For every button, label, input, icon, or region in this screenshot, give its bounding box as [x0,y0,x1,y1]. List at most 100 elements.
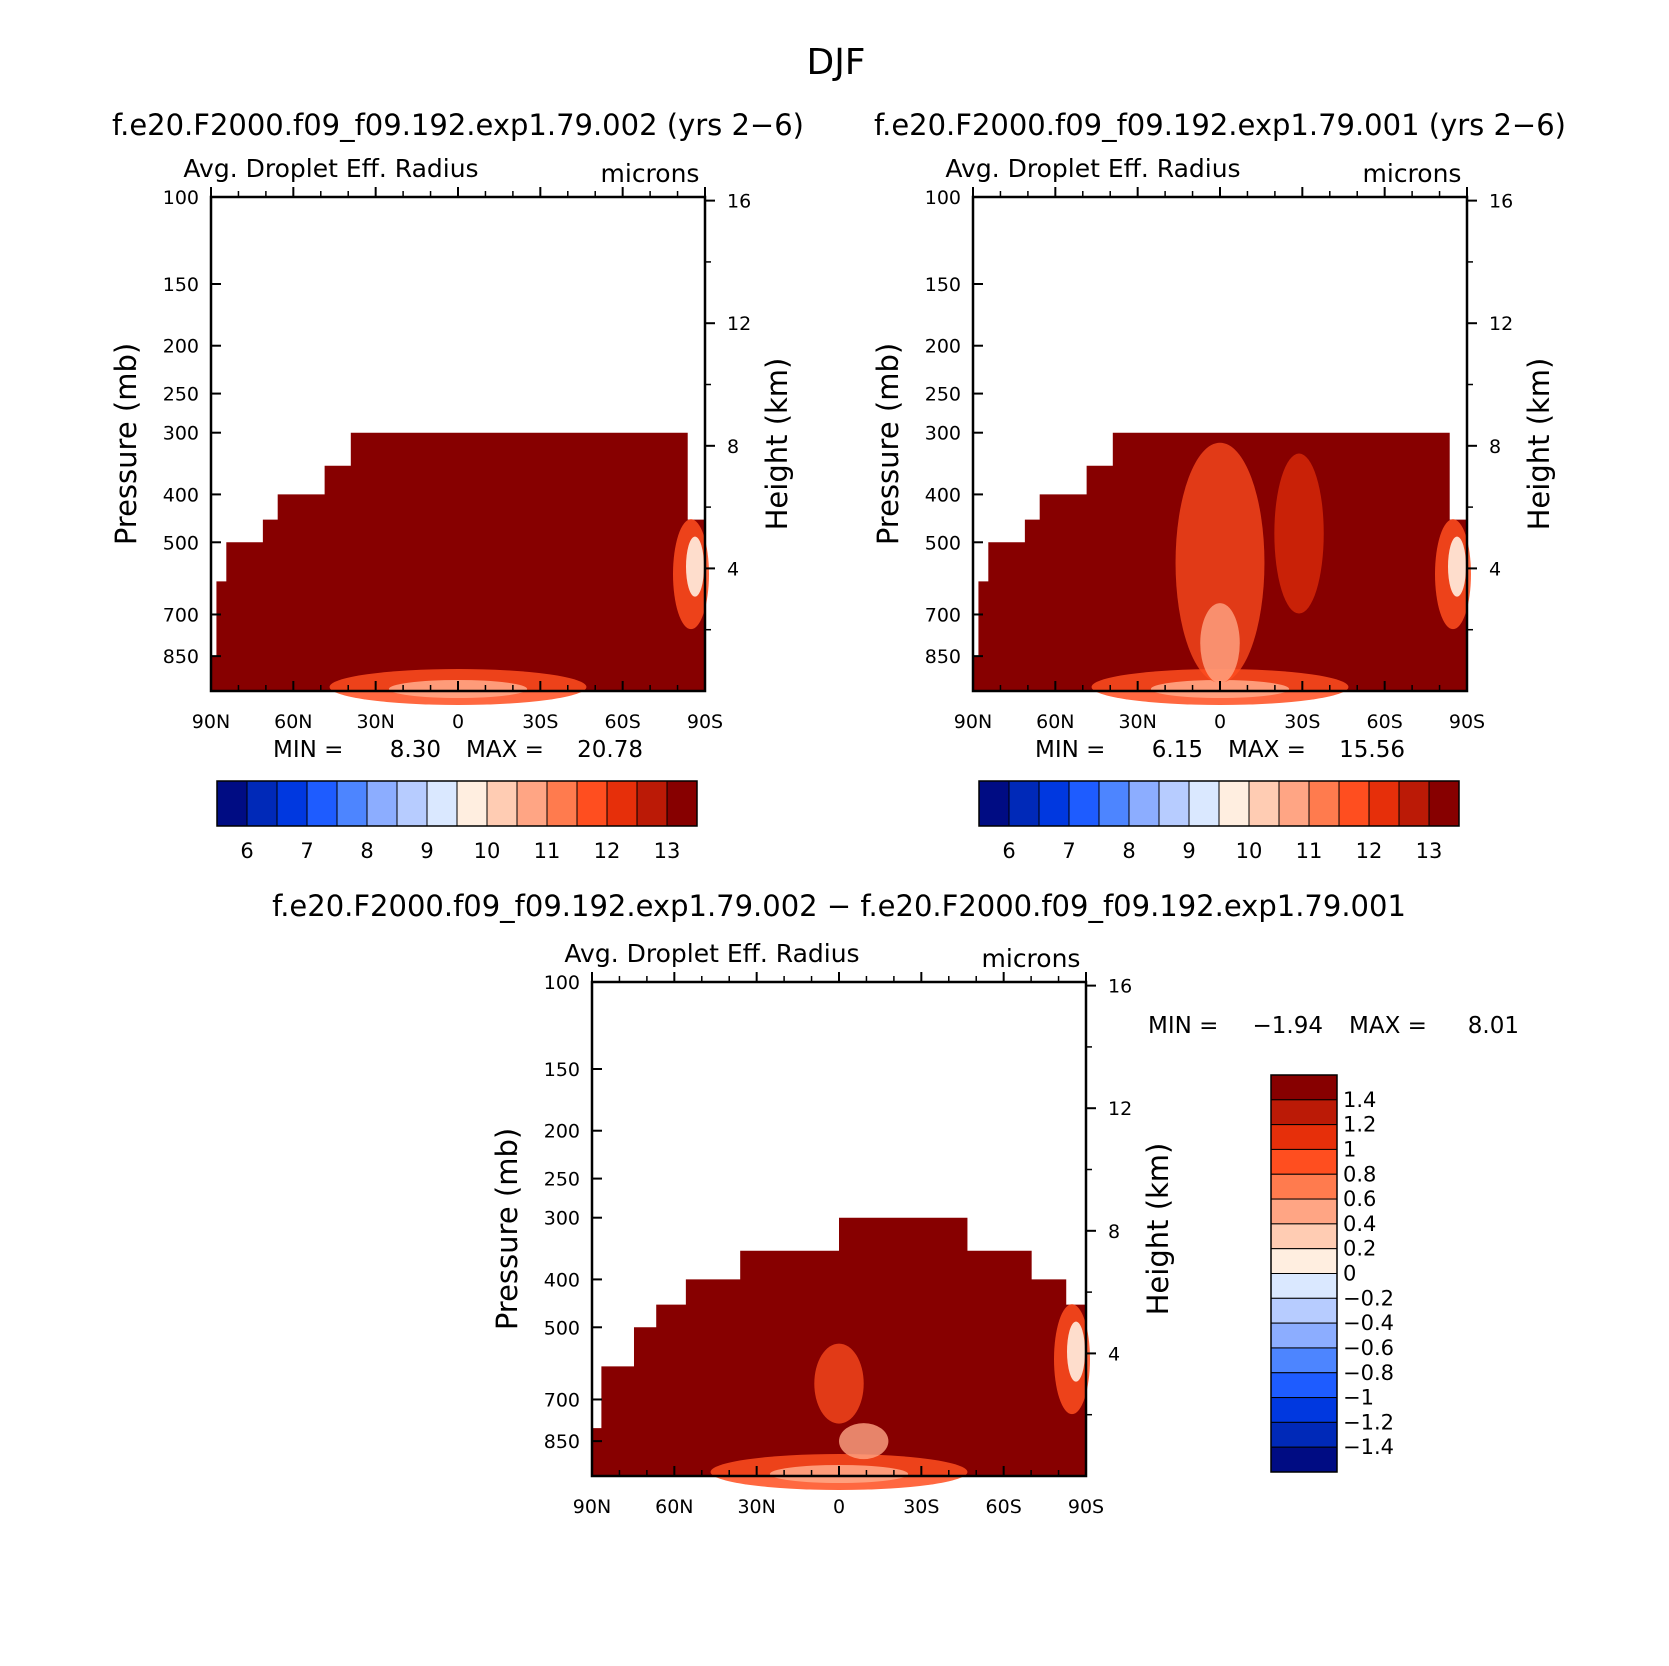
x-tick-label: 60N [1036,711,1074,733]
colorbar-box [1068,780,1100,827]
colorbar-label: 8 [360,839,373,863]
colorbar-box [546,780,578,827]
colorbar-box [1270,1273,1338,1299]
y-tick-label: 150 [925,274,961,296]
colorbar-label: 0.8 [1343,1162,1376,1186]
y-tick-label: 850 [163,646,199,668]
y-tick-label: 400 [544,1269,580,1291]
colorbar-box [1158,780,1190,827]
colorbar-label: 0 [1343,1262,1356,1286]
y-tick-label: 400 [925,484,961,506]
colorbar-label: 12 [594,839,621,863]
colorbar-box [366,780,398,827]
max-value: 20.78 [577,737,643,763]
y-tick-label: 100 [544,972,580,994]
colorbar-box [606,780,638,827]
colorbar-box [1270,1397,1338,1423]
colorbar-box [306,780,338,827]
colorbar-box [1248,780,1280,827]
x-tick-label: 60S [1367,711,1403,733]
colorbar-box [516,780,548,827]
colorbar-label: −1 [1343,1386,1374,1410]
x-tick-label: 60S [986,1496,1022,1518]
y2-axis-title: Height (km) [1522,358,1556,531]
colorbar-label: 9 [1182,839,1195,863]
y-tick-label: 250 [163,384,199,406]
field-fill [211,432,705,691]
y-tick-label: 250 [925,384,961,406]
y-tick-label: 700 [544,1389,580,1411]
colorbar-box [276,780,308,827]
x-tick-label: 90S [1449,711,1485,733]
y2-tick-label: 4 [1489,558,1501,580]
colorbar-frame [1270,1074,1338,1473]
colorbar-box [666,780,698,827]
colorbar-box [1270,1099,1338,1126]
y2-tick-label: 4 [727,558,739,580]
panel-title: f.e20.F2000.f09_f09.192.exp1.79.002 − f.… [272,889,1406,923]
y-tick-label: 500 [163,532,199,554]
y2-tick-label: 8 [1489,436,1501,458]
colorbar-label: 6 [1002,839,1015,863]
y2-tick-label: 16 [1108,976,1132,998]
contour-band [814,1343,864,1424]
units-label: microns [1363,159,1462,188]
y2-tick-label: 8 [727,436,739,458]
y-tick-label: 200 [925,336,961,358]
colorbar-label: 12 [1356,839,1383,863]
colorbar-label: 1 [1343,1137,1356,1161]
x-tick-label: 60S [605,711,641,733]
y2-tick-label: 8 [1108,1221,1120,1243]
colorbar-label: 7 [1062,839,1075,863]
y-tick-label: 300 [544,1208,580,1230]
colorbar-label: 0.2 [1343,1237,1376,1261]
colorbar-box [1038,780,1070,827]
colorbar-box [636,780,668,827]
max-value: 8.01 [1468,1013,1519,1039]
min-value: 8.30 [390,737,441,763]
colorbar-label: 8 [1122,839,1135,863]
min-label: MIN = [1035,737,1105,763]
colorbar-label: 0.6 [1343,1187,1376,1211]
colorbar-box [1098,780,1130,827]
y2-tick-label: 16 [1489,191,1513,213]
colorbar-label: −0.6 [1343,1336,1394,1360]
x-tick-label: 30S [903,1496,939,1518]
colorbar-box [1128,780,1160,827]
colorbar-box [486,780,518,827]
panel-case-001: f.e20.F2000.f09_f09.192.exp1.79.001 (yrs… [871,108,1566,863]
variable-label: Avg. Droplet Eff. Radius [183,154,478,183]
panel-title: f.e20.F2000.f09_f09.192.exp1.79.001 (yrs… [874,108,1566,142]
colorbar-box [426,780,458,827]
colorbar-box [1270,1248,1338,1274]
y2-tick-label: 12 [1489,313,1513,335]
min-label: MIN = [273,737,343,763]
x-tick-label: 30N [1118,711,1156,733]
colorbar-label: 11 [1296,839,1323,863]
colorbar-box [1188,780,1220,827]
colorbar-box [1270,1148,1338,1175]
panel-difference: f.e20.F2000.f09_f09.192.exp1.79.002 − f.… [272,889,1519,1518]
contour-band [686,536,704,597]
colorbar-box [1270,1372,1338,1399]
colorbar-frame [978,780,1460,827]
contour-band [1067,1321,1085,1382]
colorbar-label: −0.4 [1343,1311,1394,1335]
colorbar-label: 13 [654,839,681,863]
variable-label: Avg. Droplet Eff. Radius [945,154,1240,183]
colorbar-label: 10 [474,839,501,863]
x-tick-label: 30S [522,711,558,733]
max-label: MAX = [1228,737,1306,763]
colorbar-box [1308,780,1340,827]
colorbar-box [1270,1198,1338,1225]
colorbar-label: 0.4 [1343,1212,1376,1236]
y-tick-label: 850 [544,1431,580,1453]
x-tick-label: 30N [356,711,394,733]
colorbar-box [396,780,428,827]
variable-label: Avg. Droplet Eff. Radius [564,939,859,968]
colorbar-box [1218,780,1250,827]
contour-band [1175,442,1265,683]
y2-tick-label: 16 [727,191,751,213]
colorbar-box [216,780,248,827]
colorbar-box [1270,1297,1338,1324]
